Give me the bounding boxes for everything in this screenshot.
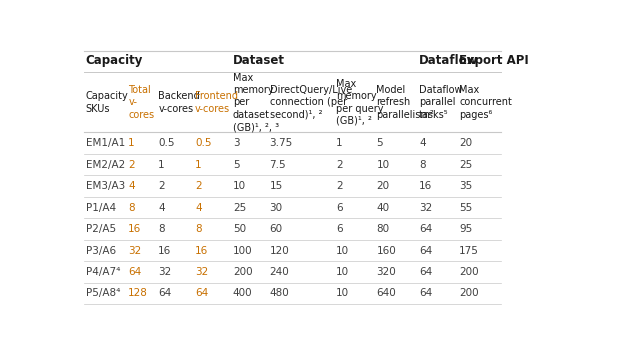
Text: 10: 10 xyxy=(336,245,349,255)
Text: 8: 8 xyxy=(129,203,135,212)
Text: 32: 32 xyxy=(129,245,142,255)
Text: 640: 640 xyxy=(376,288,396,299)
Text: 200: 200 xyxy=(233,267,252,277)
Text: 2: 2 xyxy=(129,160,135,170)
Text: DirectQuery/Live
connection (per
second)¹, ²: DirectQuery/Live connection (per second)… xyxy=(270,85,352,120)
Text: Frontend
v-cores: Frontend v-cores xyxy=(195,91,238,114)
Text: 30: 30 xyxy=(270,203,283,212)
Text: 10: 10 xyxy=(336,267,349,277)
Text: 7.5: 7.5 xyxy=(270,160,286,170)
Text: 4: 4 xyxy=(158,203,165,212)
Text: 10: 10 xyxy=(233,181,246,191)
Text: EM1/A1: EM1/A1 xyxy=(85,138,125,148)
Text: 60: 60 xyxy=(270,224,283,234)
Text: 40: 40 xyxy=(376,203,389,212)
Text: Max
memory
per
dataset
(GB)¹, ², ³: Max memory per dataset (GB)¹, ², ³ xyxy=(233,72,279,132)
Text: 3.75: 3.75 xyxy=(270,138,293,148)
Text: EM3/A3: EM3/A3 xyxy=(85,181,125,191)
Text: Total
v-
cores: Total v- cores xyxy=(129,85,154,120)
Text: 6: 6 xyxy=(336,224,343,234)
Text: Dataflow: Dataflow xyxy=(419,54,479,67)
Text: 16: 16 xyxy=(419,181,432,191)
Text: 8: 8 xyxy=(195,224,202,234)
Text: Dataflow
parallel
tasks⁵: Dataflow parallel tasks⁵ xyxy=(419,85,462,120)
Text: 32: 32 xyxy=(195,267,208,277)
Text: 50: 50 xyxy=(233,224,246,234)
Text: 4: 4 xyxy=(129,181,135,191)
Text: 4: 4 xyxy=(419,138,426,148)
Text: 32: 32 xyxy=(419,203,432,212)
Text: 64: 64 xyxy=(195,288,208,299)
Text: P2/A5: P2/A5 xyxy=(85,224,116,234)
Text: 16: 16 xyxy=(195,245,208,255)
Text: 240: 240 xyxy=(270,267,290,277)
Text: 128: 128 xyxy=(129,288,148,299)
Text: 6: 6 xyxy=(336,203,343,212)
Text: 15: 15 xyxy=(270,181,283,191)
Text: 10: 10 xyxy=(336,288,349,299)
Text: 400: 400 xyxy=(233,288,252,299)
Text: Capacity
SKUs: Capacity SKUs xyxy=(85,91,129,114)
Text: P5/A8⁴: P5/A8⁴ xyxy=(85,288,120,299)
Text: 200: 200 xyxy=(459,267,479,277)
Text: 5: 5 xyxy=(233,160,240,170)
Text: Export API: Export API xyxy=(459,54,529,67)
Text: 4: 4 xyxy=(195,203,202,212)
Text: 25: 25 xyxy=(459,160,472,170)
Text: Max
memory
per query
(GB)¹, ²: Max memory per query (GB)¹, ² xyxy=(336,79,384,126)
Text: P4/A7⁴: P4/A7⁴ xyxy=(85,267,120,277)
Text: 25: 25 xyxy=(233,203,246,212)
Text: 0.5: 0.5 xyxy=(195,138,212,148)
Text: 35: 35 xyxy=(459,181,472,191)
Text: 160: 160 xyxy=(376,245,396,255)
Text: 55: 55 xyxy=(459,203,472,212)
Text: 64: 64 xyxy=(419,267,432,277)
Text: 95: 95 xyxy=(459,224,472,234)
Text: 5: 5 xyxy=(376,138,383,148)
Text: 175: 175 xyxy=(459,245,479,255)
Text: 100: 100 xyxy=(233,245,252,255)
Text: 16: 16 xyxy=(129,224,142,234)
Text: P3/A6: P3/A6 xyxy=(85,245,116,255)
Text: Backend
v-cores: Backend v-cores xyxy=(158,91,200,114)
Text: Model
refresh
parallelism²: Model refresh parallelism² xyxy=(376,85,434,120)
Text: 8: 8 xyxy=(158,224,165,234)
Text: 64: 64 xyxy=(129,267,142,277)
Text: 20: 20 xyxy=(376,181,389,191)
Text: 1: 1 xyxy=(336,138,343,148)
Text: 80: 80 xyxy=(376,224,389,234)
Text: 1: 1 xyxy=(129,138,135,148)
Text: 10: 10 xyxy=(376,160,389,170)
Text: 16: 16 xyxy=(158,245,172,255)
Text: 3: 3 xyxy=(233,138,240,148)
Text: 2: 2 xyxy=(195,181,202,191)
Text: 0.5: 0.5 xyxy=(158,138,175,148)
Text: 2: 2 xyxy=(158,181,165,191)
Text: 32: 32 xyxy=(158,267,172,277)
Text: 1: 1 xyxy=(195,160,202,170)
Text: 8: 8 xyxy=(419,160,426,170)
Text: 200: 200 xyxy=(459,288,479,299)
Text: 120: 120 xyxy=(270,245,290,255)
Text: Max
concurrent
pages⁶: Max concurrent pages⁶ xyxy=(459,85,512,120)
Text: 480: 480 xyxy=(270,288,290,299)
Text: 64: 64 xyxy=(419,245,432,255)
Text: 1: 1 xyxy=(158,160,165,170)
Text: 2: 2 xyxy=(336,160,343,170)
Text: P1/A4: P1/A4 xyxy=(85,203,116,212)
Text: EM2/A2: EM2/A2 xyxy=(85,160,125,170)
Text: Dataset: Dataset xyxy=(233,54,285,67)
Text: 20: 20 xyxy=(459,138,472,148)
Text: 320: 320 xyxy=(376,267,396,277)
Text: Capacity: Capacity xyxy=(85,54,143,67)
Text: 64: 64 xyxy=(419,224,432,234)
Text: 64: 64 xyxy=(158,288,172,299)
Text: 64: 64 xyxy=(419,288,432,299)
Text: 2: 2 xyxy=(336,181,343,191)
